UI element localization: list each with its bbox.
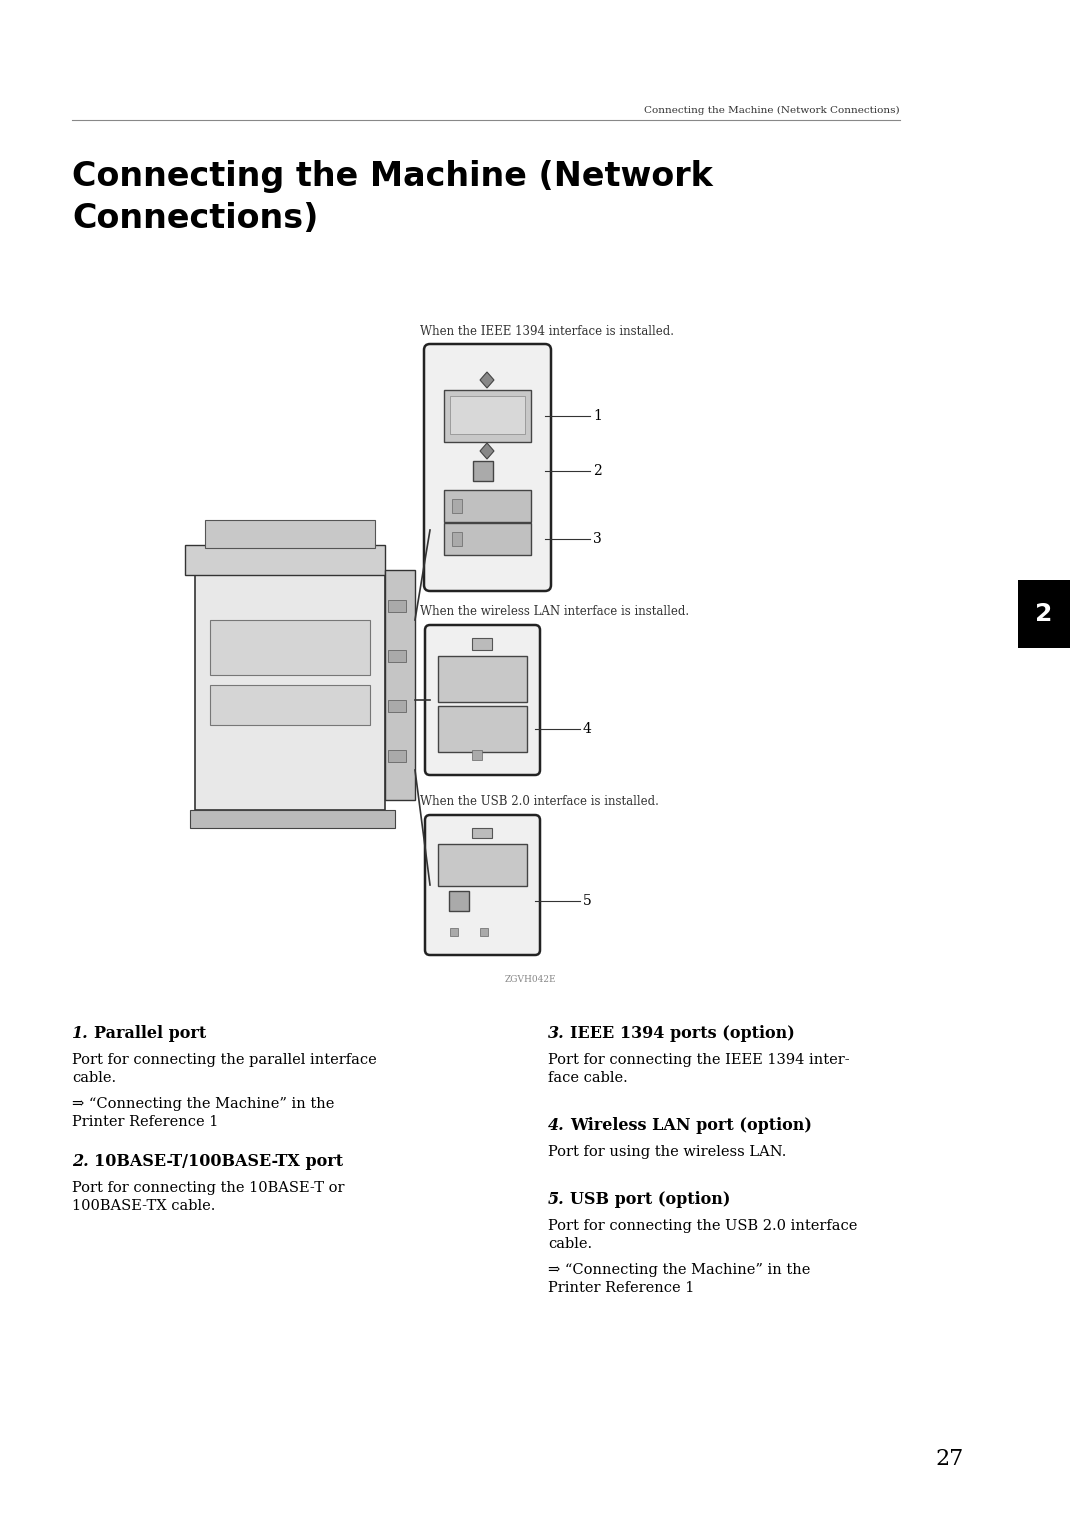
FancyBboxPatch shape	[444, 391, 531, 443]
Text: 5: 5	[583, 894, 592, 908]
FancyBboxPatch shape	[438, 844, 527, 887]
FancyBboxPatch shape	[384, 571, 415, 800]
FancyBboxPatch shape	[438, 707, 527, 752]
FancyBboxPatch shape	[453, 499, 462, 513]
Text: 2.: 2.	[72, 1154, 89, 1170]
Text: cable.: cable.	[548, 1238, 592, 1251]
Text: Port for connecting the parallel interface: Port for connecting the parallel interfa…	[72, 1053, 377, 1067]
Text: 2: 2	[593, 464, 602, 478]
Text: ⇒ “Connecting the Machine” in the: ⇒ “Connecting the Machine” in the	[72, 1097, 335, 1111]
FancyBboxPatch shape	[426, 626, 540, 775]
Polygon shape	[480, 443, 494, 459]
Text: 3.: 3.	[548, 1025, 565, 1042]
Text: Connecting the Machine (Network Connections): Connecting the Machine (Network Connecti…	[645, 105, 900, 114]
FancyBboxPatch shape	[472, 829, 492, 838]
FancyBboxPatch shape	[185, 545, 384, 575]
Text: 3: 3	[593, 533, 602, 546]
FancyBboxPatch shape	[438, 656, 527, 702]
FancyBboxPatch shape	[480, 928, 488, 935]
FancyBboxPatch shape	[210, 620, 370, 674]
Text: When the wireless LAN interface is installed.: When the wireless LAN interface is insta…	[420, 604, 689, 618]
Text: Connections): Connections)	[72, 201, 319, 235]
FancyBboxPatch shape	[472, 749, 482, 760]
Text: IEEE 1394 ports (option): IEEE 1394 ports (option)	[570, 1025, 795, 1042]
Text: Printer Reference 1: Printer Reference 1	[72, 1116, 218, 1129]
Text: Port for connecting the USB 2.0 interface: Port for connecting the USB 2.0 interfac…	[548, 1219, 858, 1233]
Text: Parallel port: Parallel port	[94, 1025, 206, 1042]
Text: 10BASE-T/100BASE-TX port: 10BASE-T/100BASE-TX port	[94, 1154, 343, 1170]
Text: Port for connecting the IEEE 1394 inter-: Port for connecting the IEEE 1394 inter-	[548, 1053, 850, 1067]
FancyBboxPatch shape	[472, 638, 492, 650]
Text: cable.: cable.	[72, 1071, 117, 1085]
Text: 4: 4	[583, 722, 592, 736]
FancyBboxPatch shape	[426, 815, 540, 955]
Text: ZGVH042E: ZGVH042E	[504, 975, 556, 984]
Text: 4.: 4.	[548, 1117, 565, 1134]
FancyBboxPatch shape	[450, 397, 525, 433]
Text: When the USB 2.0 interface is installed.: When the USB 2.0 interface is installed.	[420, 795, 659, 807]
FancyBboxPatch shape	[190, 810, 395, 829]
FancyBboxPatch shape	[388, 650, 406, 662]
FancyBboxPatch shape	[195, 560, 384, 810]
Text: face cable.: face cable.	[548, 1071, 627, 1085]
Polygon shape	[480, 372, 494, 388]
Text: Port for connecting the 10BASE-T or: Port for connecting the 10BASE-T or	[72, 1181, 345, 1195]
Text: Connecting the Machine (Network: Connecting the Machine (Network	[72, 160, 713, 192]
FancyBboxPatch shape	[388, 600, 406, 612]
FancyBboxPatch shape	[449, 891, 469, 911]
FancyBboxPatch shape	[388, 700, 406, 713]
Text: 100BASE-TX cable.: 100BASE-TX cable.	[72, 1199, 215, 1213]
FancyBboxPatch shape	[453, 533, 462, 546]
FancyBboxPatch shape	[1018, 580, 1070, 649]
Text: Port for using the wireless LAN.: Port for using the wireless LAN.	[548, 1144, 786, 1160]
FancyBboxPatch shape	[444, 523, 531, 555]
FancyBboxPatch shape	[450, 928, 458, 935]
Text: 2: 2	[1036, 601, 1053, 626]
Text: ⇒ “Connecting the Machine” in the: ⇒ “Connecting the Machine” in the	[548, 1264, 810, 1277]
Text: 1.: 1.	[72, 1025, 89, 1042]
FancyBboxPatch shape	[205, 520, 375, 548]
Text: 27: 27	[936, 1448, 964, 1470]
Text: 1: 1	[593, 409, 602, 423]
Text: Printer Reference 1: Printer Reference 1	[548, 1280, 694, 1296]
FancyBboxPatch shape	[473, 461, 492, 481]
Text: Wireless LAN port (option): Wireless LAN port (option)	[570, 1117, 812, 1134]
Text: When the IEEE 1394 interface is installed.: When the IEEE 1394 interface is installe…	[420, 325, 674, 337]
FancyBboxPatch shape	[210, 685, 370, 725]
Text: 5.: 5.	[548, 1190, 565, 1209]
FancyBboxPatch shape	[424, 343, 551, 591]
FancyBboxPatch shape	[444, 490, 531, 522]
FancyBboxPatch shape	[388, 749, 406, 761]
Text: USB port (option): USB port (option)	[570, 1190, 730, 1209]
